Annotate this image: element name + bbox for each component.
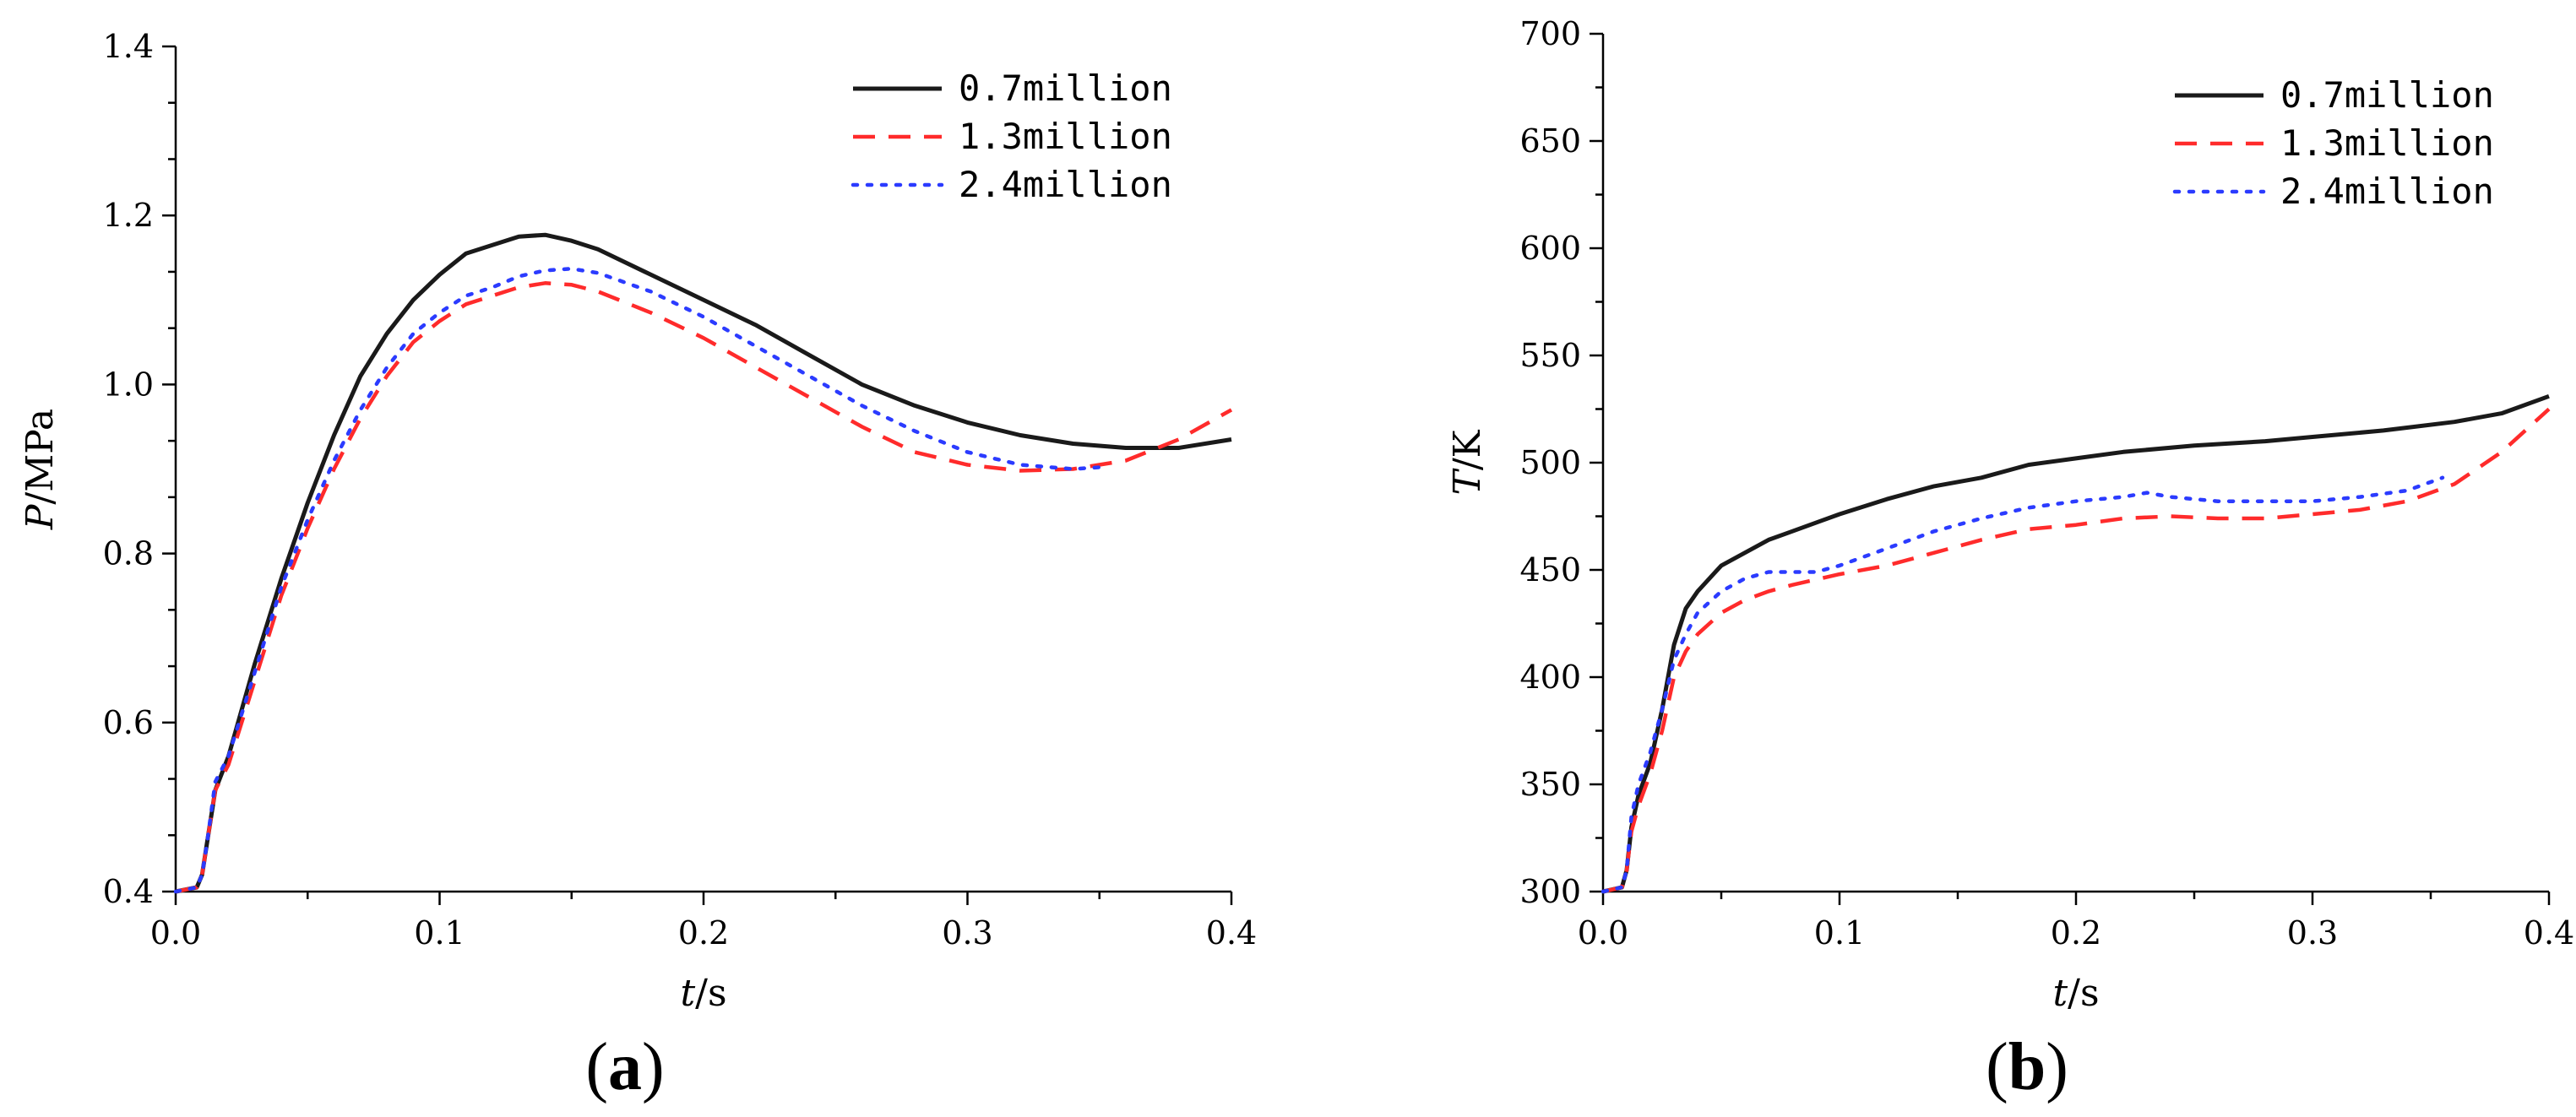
y-tick-label: 0.8 bbox=[103, 535, 154, 572]
y-tick-label: 0.4 bbox=[103, 873, 154, 910]
panel-label-close-paren: ) bbox=[642, 1030, 665, 1104]
y-axis-label-var: P bbox=[19, 503, 62, 530]
y-tick-label: 1.0 bbox=[103, 366, 154, 403]
panel-label: (b) bbox=[1986, 1030, 2068, 1104]
y-tick-label: 300 bbox=[1519, 873, 1581, 910]
legend-label: 2.4million bbox=[2280, 171, 2494, 212]
series-line-2.4million bbox=[173, 267, 1101, 894]
x-tick-label: 0.2 bbox=[2051, 914, 2101, 952]
x-tick-label: 0.4 bbox=[1206, 914, 1257, 952]
x-tick-label: 0.3 bbox=[2287, 914, 2338, 952]
series-line-1.3million bbox=[1602, 407, 2551, 894]
panel-label-letter: a bbox=[608, 1030, 642, 1104]
y-axis-label-unit: /K bbox=[1446, 429, 1489, 470]
y-tick-label: 1.4 bbox=[103, 28, 154, 65]
y-tick-label: 650 bbox=[1519, 122, 1581, 160]
legend-label: 1.3million bbox=[2280, 122, 2494, 164]
y-tick-label: 0.6 bbox=[103, 704, 154, 741]
x-axis-label: t/s bbox=[2052, 972, 2099, 1015]
y-tick-label: 500 bbox=[1519, 444, 1581, 481]
legend-label: 0.7million bbox=[959, 68, 1172, 109]
panel-label-letter: b bbox=[2008, 1030, 2046, 1104]
y-axis-label-var: T bbox=[1446, 468, 1489, 496]
x-tick-label: 0.2 bbox=[678, 914, 729, 952]
y-axis-label: P/MPa bbox=[19, 409, 62, 530]
x-tick-label: 0.1 bbox=[1814, 914, 1865, 952]
chart-panel-b: 0.0 0.1 0.2 0.3 0.4 300 350 400 450 500 550 600 650 7… bbox=[1446, 15, 2574, 1104]
panel-label-open-paren: ( bbox=[585, 1030, 608, 1104]
y-tick-label: 1.2 bbox=[103, 197, 154, 234]
legend-label: 1.3million bbox=[959, 116, 1172, 157]
chart-panel-a: 0.0 0.1 0.2 0.3 0.4 0.4 0.6 0.8 1.0 1.2 1.4 t/s P/MP… bbox=[19, 28, 1257, 1104]
panel-label-close-paren: ) bbox=[2046, 1030, 2068, 1104]
panel-label-open-paren: ( bbox=[1986, 1030, 2008, 1104]
series-line-2.4million bbox=[1600, 475, 2445, 894]
y-axis-label-unit: /MPa bbox=[19, 409, 62, 505]
y-tick-label: 700 bbox=[1519, 15, 1581, 52]
x-tick-label: 0.0 bbox=[1578, 914, 1628, 952]
y-tick-label: 600 bbox=[1519, 230, 1581, 267]
legend-label: 0.7million bbox=[2280, 74, 2494, 116]
x-tick-label: 0.3 bbox=[942, 914, 992, 952]
panel-label: (a) bbox=[585, 1030, 664, 1104]
x-tick-label: 0.0 bbox=[150, 914, 201, 952]
x-axis-label-var: t bbox=[680, 972, 695, 1015]
x-tick-label: 0.4 bbox=[2524, 914, 2574, 952]
x-axis-label-unit: /s bbox=[695, 972, 726, 1015]
legend: 0.7million 1.3million 2.4million bbox=[851, 68, 1172, 205]
y-axis-label: T/K bbox=[1446, 429, 1489, 495]
series-line-1.3million bbox=[175, 281, 1233, 894]
y-tick-label: 350 bbox=[1519, 766, 1581, 803]
legend-label: 2.4million bbox=[959, 164, 1172, 205]
y-tick-label: 450 bbox=[1519, 551, 1581, 588]
series-line-0.7million bbox=[1602, 393, 2550, 894]
legend: 0.7million 1.3million 2.4million bbox=[2172, 74, 2494, 212]
x-axis-label-var: t bbox=[2052, 972, 2068, 1015]
x-tick-label: 0.1 bbox=[414, 914, 465, 952]
series-line-0.7million bbox=[175, 232, 1232, 894]
y-tick-label: 550 bbox=[1519, 337, 1581, 374]
y-tick-label: 400 bbox=[1519, 659, 1581, 696]
x-axis-label-unit: /s bbox=[2068, 972, 2099, 1015]
x-axis-label: t/s bbox=[680, 972, 726, 1015]
